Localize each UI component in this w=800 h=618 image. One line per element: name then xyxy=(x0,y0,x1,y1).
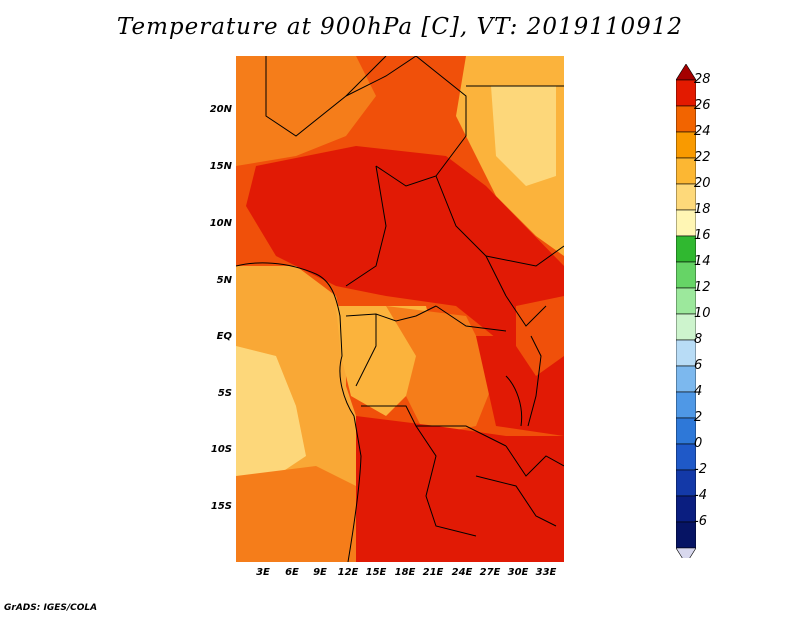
colorbar-tick-label: 24 xyxy=(694,124,711,139)
temp-region-sahel xyxy=(246,146,564,356)
x-tick-18e: 18E xyxy=(394,567,416,578)
temp-region-atlantic-cool xyxy=(236,346,306,476)
colorbar-top-triangle xyxy=(676,64,696,81)
temp-region-congo-east xyxy=(386,306,496,436)
x-tick-3e: 3E xyxy=(256,567,270,578)
colorbar-tick-label: 18 xyxy=(694,202,711,217)
y-tick-10n: 10N xyxy=(209,218,232,229)
chart-title: Temperature at 900hPa [C], VT: 201911091… xyxy=(116,14,684,40)
colorbar-cell xyxy=(676,313,696,341)
country-borders xyxy=(236,56,564,562)
y-tick-5n: 5N xyxy=(216,275,232,286)
colorbar-tick-label: 16 xyxy=(694,228,711,243)
y-tick-15n: 15N xyxy=(209,161,232,172)
temp-region-southwest xyxy=(236,466,356,562)
map-canvas xyxy=(236,56,564,562)
x-tick-21e: 21E xyxy=(422,567,444,578)
colorbar-cell xyxy=(676,183,696,211)
colorbar-tick-label: 6 xyxy=(694,358,703,373)
colorbar-tick-label: 4 xyxy=(694,384,703,399)
colorbar-tick-label: 28 xyxy=(694,72,711,87)
colorbar-cell xyxy=(676,339,696,367)
colorbar-cell xyxy=(676,131,696,159)
colorbar-cell xyxy=(676,261,696,289)
colorbar-cell xyxy=(676,235,696,263)
colorbar-cell xyxy=(676,79,696,107)
x-tick-15e: 15E xyxy=(365,567,387,578)
temp-region-northeast-cool xyxy=(491,86,556,186)
colorbar-cell xyxy=(676,157,696,185)
x-tick-27e: 27E xyxy=(479,567,501,578)
temp-region-south xyxy=(356,416,564,562)
y-tick-10s: 10S xyxy=(210,444,232,455)
x-tick-24e: 24E xyxy=(451,567,473,578)
y-tick-20n: 20N xyxy=(209,104,232,115)
colorbar-cell xyxy=(676,417,696,445)
temp-region-northwest xyxy=(236,56,376,166)
colorbar-tick-label: 12 xyxy=(694,280,711,295)
colorbar-tick-label: -6 xyxy=(694,514,707,529)
y-tick-15s: 15S xyxy=(210,501,232,512)
colorbar-tick-label: 14 xyxy=(694,254,711,269)
colorbar-cell xyxy=(676,443,696,471)
colorbar-tick-label: -4 xyxy=(694,488,707,503)
colorbar-cell xyxy=(676,105,696,133)
colorbar-tick-label: 8 xyxy=(694,332,703,347)
colorbar-cell xyxy=(676,365,696,393)
colorbar-bottom-triangle xyxy=(676,547,696,558)
y-tick-eq: EQ xyxy=(216,331,232,342)
colorbar-cell xyxy=(676,287,696,315)
x-tick-12e: 12E xyxy=(337,567,359,578)
colorbar-cell xyxy=(676,495,696,523)
x-tick-30e: 30E xyxy=(507,567,529,578)
colorbar-tick-label: 2 xyxy=(694,410,703,425)
colorbar xyxy=(676,64,696,558)
temperature-map xyxy=(236,56,564,562)
colorbar-tick-label: 10 xyxy=(694,306,711,321)
colorbar-tick-label: 20 xyxy=(694,176,711,191)
colorbar-cell xyxy=(676,209,696,237)
temp-region-east-highlands xyxy=(516,296,564,376)
colorbar-tick-label: 26 xyxy=(694,98,711,113)
y-tick-5s: 5S xyxy=(217,388,232,399)
footer-credit: GrADS: IGES/COLA xyxy=(4,603,98,613)
colorbar-cells xyxy=(676,64,696,558)
colorbar-cell xyxy=(676,469,696,497)
x-tick-9e: 9E xyxy=(313,567,327,578)
colorbar-tick-label: 0 xyxy=(694,436,703,451)
colorbar-cell xyxy=(676,391,696,419)
colorbar-tick-label: 22 xyxy=(694,150,711,165)
colorbar-cell xyxy=(676,521,696,549)
colorbar-tick-label: -2 xyxy=(694,462,707,477)
x-tick-6e: 6E xyxy=(285,567,299,578)
x-tick-33e: 33E xyxy=(535,567,557,578)
